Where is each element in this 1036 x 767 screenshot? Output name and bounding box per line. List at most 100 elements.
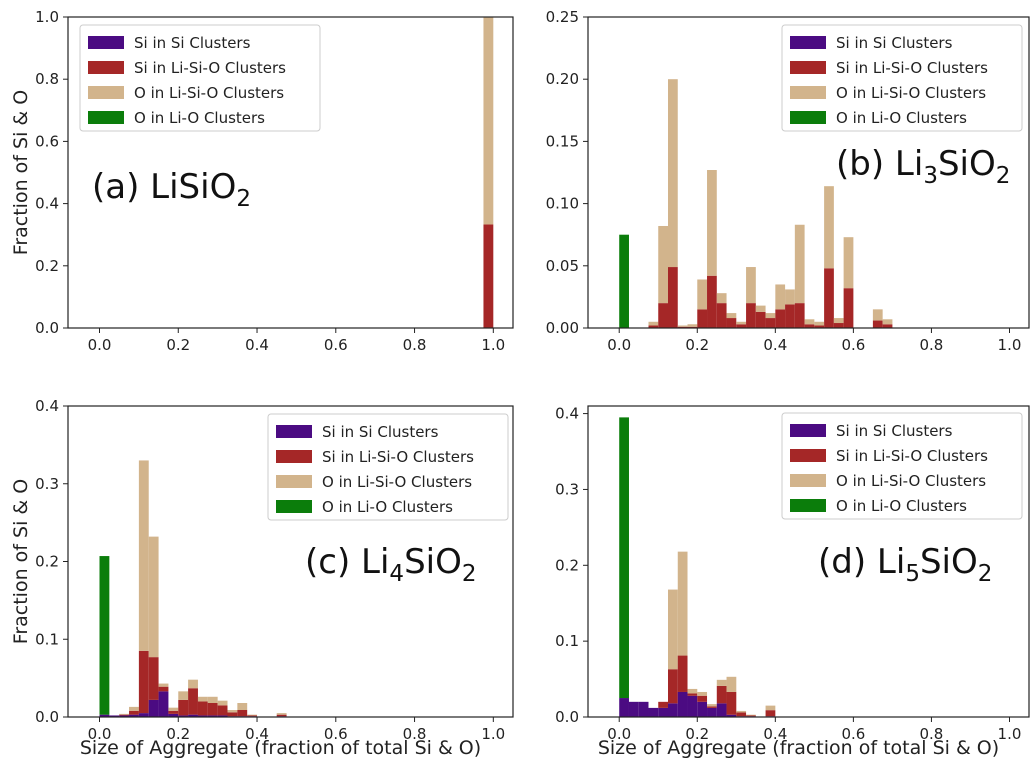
panel-label-subscript: 4 xyxy=(389,561,404,587)
bar-si_lisio-7 xyxy=(707,275,717,328)
bar-o_lisio-19 xyxy=(824,186,834,269)
bar-si_si-6 xyxy=(158,691,169,717)
legend-label-si_si: Si in Si Clusters xyxy=(322,423,439,441)
legend-label-o_lisio: O in Li-Si-O Clusters xyxy=(134,84,284,102)
x-axis-label: Size of Aggregate (fraction of total Si … xyxy=(80,737,481,759)
bar-si_lisio-23 xyxy=(882,324,893,328)
x-tick-label: 0.6 xyxy=(841,336,865,354)
bar-si_si-1 xyxy=(109,715,120,717)
x-tick-label: 0.0 xyxy=(88,725,112,743)
x-tick-label: 0.0 xyxy=(607,336,631,354)
bar-si_lisio-12 xyxy=(217,705,228,716)
bar-o_lisio-14 xyxy=(775,284,786,310)
bar-si_lisio-9 xyxy=(707,706,717,708)
bar-si_lisio-4 xyxy=(658,701,669,708)
bar-si_lisio-10 xyxy=(197,701,208,716)
bar-si_lisio-4 xyxy=(138,650,149,714)
bar-o_lisio-20 xyxy=(833,318,844,324)
legend-label-si_lisio: Si in Li-Si-O Clusters xyxy=(134,59,286,77)
bar-si_lisio-3 xyxy=(668,267,678,328)
panel-label-subscript: 2 xyxy=(462,561,477,587)
x-tick-label: 0.6 xyxy=(324,336,348,354)
bar-o_lisio-11 xyxy=(207,696,218,703)
bar-o_lisio-6 xyxy=(677,551,688,656)
x-tick-label: 0.2 xyxy=(685,725,709,743)
legend-swatch-si_lisio xyxy=(790,449,826,462)
bar-o_lisio-3 xyxy=(129,706,139,711)
axes-frame xyxy=(587,405,1030,718)
bar-si_lisio-19 xyxy=(824,268,834,328)
bar-si_lisio-0 xyxy=(483,224,494,328)
bar-o_lisio-8 xyxy=(697,691,708,696)
bar-si_lisio-4 xyxy=(677,326,688,328)
bar-si_si-12 xyxy=(217,715,228,717)
legend-swatch-si_si xyxy=(88,36,124,49)
bar-si_lisio-8 xyxy=(697,695,708,702)
bar-si_lisio-2 xyxy=(119,714,130,716)
x-tick-label: 0.2 xyxy=(166,336,190,354)
bar-si_lisio-17 xyxy=(804,324,815,328)
x-tick-label: 0.6 xyxy=(841,725,865,743)
bar-o_lisio-16 xyxy=(794,224,805,304)
bar-o_lisio-10 xyxy=(197,696,208,702)
bar-si_lisio-14 xyxy=(237,710,248,717)
bar-o_lio-0 xyxy=(99,556,110,715)
legend-swatch-si_lisio xyxy=(276,450,312,463)
bar-si_lisio-20 xyxy=(833,323,844,328)
legend-box xyxy=(267,413,509,521)
bar-si_lisio-12 xyxy=(755,311,766,328)
panel-label: (a) LiSiO2 xyxy=(92,167,251,212)
y-tick-label: 0.2 xyxy=(555,556,579,574)
bar-si_lisio-22 xyxy=(872,320,883,328)
panel-label-formula: SiO xyxy=(938,144,996,184)
panel-label-subscript: 2 xyxy=(978,561,993,587)
bar-o_lisio-10 xyxy=(716,679,727,686)
y-tick-label: 0.0 xyxy=(555,708,579,726)
bar-si_si-7 xyxy=(687,695,698,717)
bar-si_si-11 xyxy=(207,715,218,717)
bar-si_si-2 xyxy=(638,701,649,717)
panel-label-subscript: 2 xyxy=(996,163,1011,189)
bar-si_lisio-11 xyxy=(746,303,756,328)
y-tick-label: 0.4 xyxy=(35,195,59,213)
y-tick-label: 0.0 xyxy=(35,708,59,726)
bar-si_lisio-21 xyxy=(843,288,854,328)
bar-o_lisio-5 xyxy=(668,589,678,670)
bar-si_lisio-11 xyxy=(207,703,218,716)
bar-si_si-3 xyxy=(129,714,139,717)
bar-o_lisio-6 xyxy=(697,279,708,310)
bar-o_lisio-18 xyxy=(814,321,825,326)
bar-si_si-2 xyxy=(119,715,130,717)
panel-label-main: (d) Li xyxy=(818,542,905,582)
bar-o_lisio-7 xyxy=(707,170,717,276)
y-tick-label: 0.10 xyxy=(546,195,579,213)
bar-si_si-3 xyxy=(648,707,659,717)
bar-si_lisio-16 xyxy=(794,303,805,328)
panel-label-formula: SiO xyxy=(404,542,462,582)
bar-si_lisio-6 xyxy=(677,655,688,692)
legend-swatch-o_lisio xyxy=(790,474,826,487)
bar-o_lisio-9 xyxy=(726,313,737,319)
y-axis-label: Fraction of Si & O xyxy=(10,479,32,644)
panel-label: (d) Li5SiO2 xyxy=(818,542,992,587)
x-tick-label: 1.0 xyxy=(998,725,1022,743)
y-tick-label: 0.4 xyxy=(555,405,579,423)
bar-si_lisio-8 xyxy=(716,303,727,328)
bar-o_lisio-23 xyxy=(882,319,893,325)
legend-swatch-o_lisio xyxy=(276,475,312,488)
bar-o_lisio-8 xyxy=(178,691,189,700)
panel-0: 0.0 0.2 0.4 0.6 0.8 1.0 0.0 0.2 0.4 0.6 0.8 1.0 Frac… xyxy=(10,8,514,354)
bar-o_lisio-17 xyxy=(804,319,815,325)
legend-box xyxy=(781,412,1023,520)
legend-swatch-o_lio xyxy=(790,499,826,512)
bar-si_si-8 xyxy=(697,701,708,717)
bar-si_si-6 xyxy=(677,691,688,717)
x-tick-label: 0.2 xyxy=(685,336,709,354)
legend-label-si_lisio: Si in Li-Si-O Clusters xyxy=(836,447,988,465)
bar-o_lisio-1 xyxy=(648,321,659,326)
bar-si_si-4 xyxy=(658,707,669,717)
y-tick-label: 0.25 xyxy=(546,8,579,26)
legend: Si in Si Clusters Si in Li-Si-O Clusters O… xyxy=(781,24,1023,132)
bar-si_si-1 xyxy=(628,701,639,717)
